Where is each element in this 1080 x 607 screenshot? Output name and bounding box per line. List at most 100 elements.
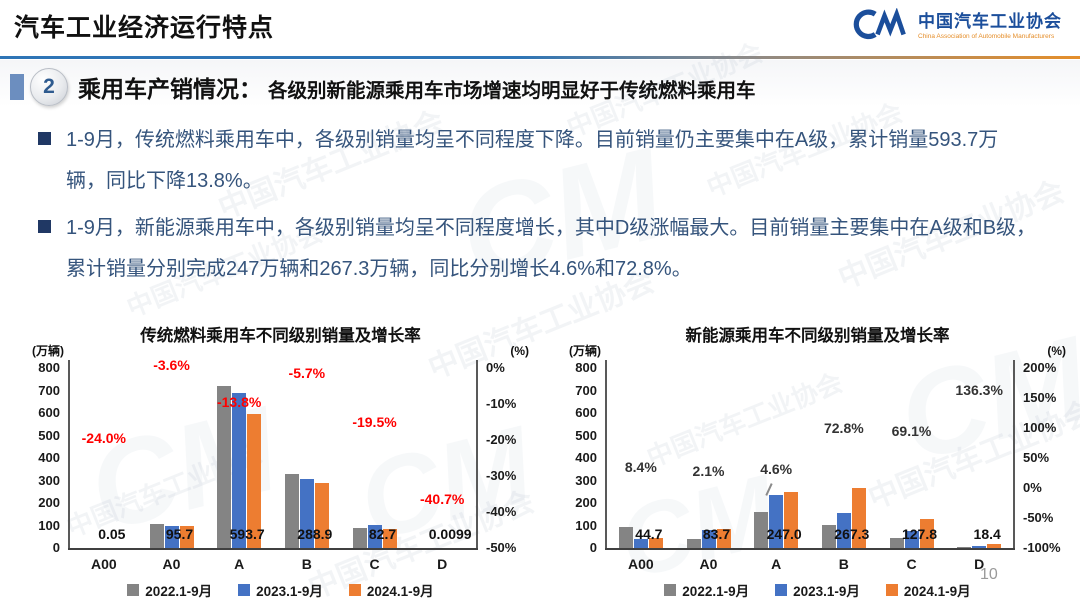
bar-2024.1-9月 [648,538,663,548]
y-axis-tick-left: 300 [38,472,60,488]
y-axis-tick-right: 200% [1023,360,1057,375]
x-axis-category-label: B [301,556,312,572]
x-axis-category-label: C [906,556,917,572]
y-axis-tick-right: -100% [1023,540,1061,555]
bar-2024.1-9月 [382,529,397,548]
y-axis-tick-left: 800 [38,360,60,375]
y-axis-tick-left: 400 [575,450,597,465]
section-band [0,60,1080,112]
section-left-tab [10,74,24,100]
growth-rate-label: -13.8% [216,393,262,410]
growth-rate-label: -5.7% [288,364,326,381]
logo-org-cn: 中国汽车工业协会 [918,11,1062,31]
growth-rate-label: 8.4% [624,458,657,475]
growth-rate-label: 69.1% [891,422,932,439]
y-axis-tick-right: -50% [486,540,517,555]
page-title: 汽车工业经济运行特点 [14,14,275,42]
caam-logo-icon [852,7,910,45]
growth-rate-label: -40.7% [419,490,465,507]
legend-item: 2023.1-9月 [238,580,323,600]
x-axis-category-label: A0 [162,556,181,572]
chart-title: 传统燃料乘用车不同级别销量及增长率 [140,327,421,345]
chart-legend: 2022.1-9月 2023.1-9月 2024.1-9月 [565,580,1070,600]
y-axis-tick-left: 100 [575,517,597,533]
legend-swatch-icon [885,584,898,596]
y-axis-tick-right: 100% [1023,420,1057,435]
growth-rate-label: 136.3% [955,382,1003,399]
bar-value-label: 44.7 [635,526,663,542]
chart-traditional-fuel: 传统燃料乘用车不同级别销量及增长率 (万辆) (%) 2022.1-9月 2023… [28,318,533,607]
legend-label: 2022.1-9月 [145,584,213,599]
bar-2023.1-9月 [701,530,716,548]
growth-rate-label: -19.5% [352,414,397,431]
legend-swatch-icon [664,584,677,596]
bar-2022.1-9月 [217,386,232,548]
bar-2022.1-9月 [957,547,972,548]
bar-2023.1-9月 [904,531,919,548]
chart-new-energy: 新能源乘用车不同级别销量及增长率 (万辆) (%) 2022.1-9月 2023.… [565,318,1070,607]
bar-2022.1-9月 [284,474,299,548]
logo-org-en: China Association of Automobile Manufact… [918,33,1055,41]
bar-2023.1-9月 [164,526,179,548]
bar-2024.1-9月 [247,414,262,548]
x-axis-category-label: B [838,556,849,572]
x-axis-category-label: D [974,556,985,572]
bar-2022.1-9月 [686,539,701,548]
bar-value-label: 0.0099 [428,526,472,542]
bullet-item-traditional: 1-9月，传统燃料乘用车中，各级别销量均呈不同程度下降。目前销量仍主要集中在A级… [38,120,1038,202]
legend-label: 2024.1-9月 [903,584,971,599]
y-axis-tick-left: 500 [575,427,597,443]
right-axis-unit: (%) [510,344,529,358]
legend-label: 2023.1-9月 [793,584,860,599]
bar-2023.1-9月 [633,539,648,548]
bar-2022.1-9月 [149,524,164,548]
bar-value-label: 95.7 [165,526,194,542]
bar-2023.1-9月 [367,525,382,548]
bar-2024.1-9月 [919,519,934,548]
y-axis-tick-left: 700 [38,382,60,398]
legend-swatch-icon [238,584,251,596]
bar-2024.1-9月 [716,529,731,548]
y-axis-tick-right: 150% [1023,390,1057,405]
bar-2023.1-9月 [232,393,247,548]
y-axis-tick-right: 50% [1023,450,1050,465]
legend-swatch-icon [348,584,361,596]
section-heading-row: 乘用车产销情况： 各级别新能源乘用车市场增速均明显好于传统燃料乘用车 [78,70,756,104]
y-axis-tick-right: -20% [486,432,517,447]
chart-title: 新能源乘用车不同级别销量及增长率 [685,327,950,345]
legend-item: 2022.1-9月 [127,580,212,600]
left-axis-unit: (万辆) [569,344,601,358]
left-axis-unit: (万辆) [32,344,64,358]
legend-item: 2022.1-9月 [664,580,749,600]
y-axis-tick-left: 400 [38,450,60,465]
y-axis-line-left [68,360,70,548]
section-number-badge: 2 [30,68,68,106]
bullet-text: 1-9月，传统燃料乘用车中，各级别销量均呈不同程度下降。目前销量仍主要集中在A级… [66,129,999,192]
x-axis-category-label: C [369,556,380,572]
y-axis-tick-left: 100 [38,517,60,533]
y-axis-line-right [476,360,478,548]
bullet-text: 1-9月，新能源乘用车中，各级别销量均呈不同程度增长，其中D级涨幅最大。目前销量… [66,217,1037,280]
y-axis-tick-left: 600 [575,405,597,420]
legend-label: 2024.1-9月 [366,584,434,599]
section-subheading: 各级别新能源乘用车市场增速均明显好于传统燃料乘用车 [268,80,756,102]
section-heading: 乘用车产销情况： [78,76,262,102]
bar-value-label: 247.0 [766,526,802,542]
y-axis-tick-right: -10% [486,396,517,411]
x-axis-line [68,548,478,550]
x-axis-line [605,548,1015,550]
bar-2022.1-9月 [754,512,769,548]
bar-2022.1-9月 [889,538,904,548]
legend-item: 2024.1-9月 [885,580,971,600]
bullet-square-icon [38,132,51,145]
legend-swatch-icon [775,584,788,596]
y-axis-tick-right: 0% [486,360,505,375]
y-axis-tick-left: 0 [52,540,60,555]
bar-2024.1-9月 [987,544,1002,548]
x-axis-category-label: D [437,556,448,572]
x-axis-category-label: A [234,556,245,572]
y-axis-tick-right: -40% [486,504,517,519]
y-axis-tick-left: 700 [575,382,597,398]
y-axis-tick-left: 300 [575,472,597,488]
